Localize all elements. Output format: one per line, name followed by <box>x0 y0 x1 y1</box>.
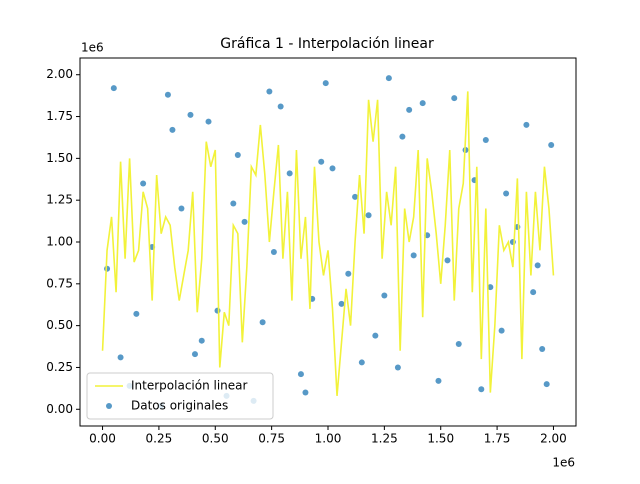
scatter-point <box>187 111 194 118</box>
scatter-point <box>117 354 124 361</box>
x-tick-label: 0.50 <box>202 432 229 446</box>
y-tick-label: 1.50 <box>46 151 73 165</box>
y-tick-label: 1.75 <box>46 109 73 123</box>
scatter-point <box>169 126 176 133</box>
scatter-point <box>277 103 284 110</box>
scatter-point <box>365 212 372 219</box>
scatter-point <box>205 118 212 125</box>
line <box>101 91 555 396</box>
scatter-point <box>487 284 494 291</box>
scatter-point <box>503 190 510 197</box>
scatter-point <box>345 270 352 277</box>
scatter-point <box>322 80 329 87</box>
scatter-point <box>329 165 336 172</box>
x-tick-label: 1.00 <box>315 432 342 446</box>
scatter-point <box>523 121 530 128</box>
scatter-point <box>352 193 359 200</box>
scatter-point <box>241 218 248 225</box>
legend-marker <box>106 403 112 409</box>
y-offset-label: 1e6 <box>81 41 104 55</box>
scatter-point <box>302 389 309 396</box>
y-tick-label: 1.25 <box>46 193 73 207</box>
scatter-point <box>451 95 458 102</box>
scatter-point <box>259 319 266 326</box>
x-tick-label: 0.75 <box>258 432 285 446</box>
scatter-point <box>270 249 277 256</box>
scatter-point <box>338 300 345 307</box>
scatter-point <box>358 359 365 366</box>
scatter-point <box>435 377 442 384</box>
scatter-point <box>286 170 293 177</box>
scatter-point <box>410 252 417 259</box>
scatter-point <box>534 262 541 269</box>
scatter-point <box>455 341 462 348</box>
scatter-point <box>178 205 185 212</box>
scatter-point <box>478 386 485 393</box>
scatter-point <box>164 91 171 98</box>
y-tick-label: 0.50 <box>46 318 73 332</box>
scatter-point <box>539 346 546 353</box>
legend-label: Datos originales <box>131 399 228 413</box>
scatter-point <box>110 85 117 92</box>
x-tick-label: 1.25 <box>371 432 398 446</box>
x-tick-label: 0.25 <box>146 432 173 446</box>
x-tick-label: 1.50 <box>427 432 454 446</box>
scatter-point <box>133 310 140 317</box>
y-tick-label: 0.75 <box>46 276 73 290</box>
legend-box <box>86 372 274 420</box>
scatter-point <box>498 327 505 334</box>
scatter-point <box>266 88 273 95</box>
x-offset-label: 1e6 <box>552 456 575 470</box>
x-tick-label: 1.75 <box>484 432 511 446</box>
scatter-point <box>530 289 537 296</box>
scatter-point <box>406 106 413 113</box>
scatter-point <box>140 180 147 187</box>
legend-label: Interpolación linear <box>131 379 248 393</box>
y-tick-label: 0.25 <box>46 360 73 374</box>
x-tick-label: 0.00 <box>89 432 116 446</box>
scatter-point <box>381 292 388 299</box>
scatter-point <box>230 200 237 207</box>
scatter-point <box>543 381 550 388</box>
scatter-point <box>318 158 325 165</box>
scatter-point <box>399 133 406 140</box>
scatter-point <box>297 371 304 378</box>
scatter-point <box>214 307 221 314</box>
scatter-point <box>198 337 205 344</box>
x-tick-label: 2.00 <box>540 432 567 446</box>
scatter-point <box>482 136 489 143</box>
y-tick-label: 0.00 <box>46 402 73 416</box>
scatter-point <box>234 152 241 159</box>
y-tick-label: 2.00 <box>46 67 73 81</box>
scatter-point <box>444 257 451 264</box>
scatter-point <box>191 351 198 358</box>
scatter-point <box>419 100 426 107</box>
scatter-point <box>548 141 555 148</box>
scatter-point <box>372 332 379 339</box>
scatter-point <box>385 75 392 82</box>
y-tick-label: 1.00 <box>46 235 73 249</box>
scatter-point <box>394 364 401 371</box>
chart-title: Gráfica 1 - Interpolación linear <box>220 36 434 52</box>
